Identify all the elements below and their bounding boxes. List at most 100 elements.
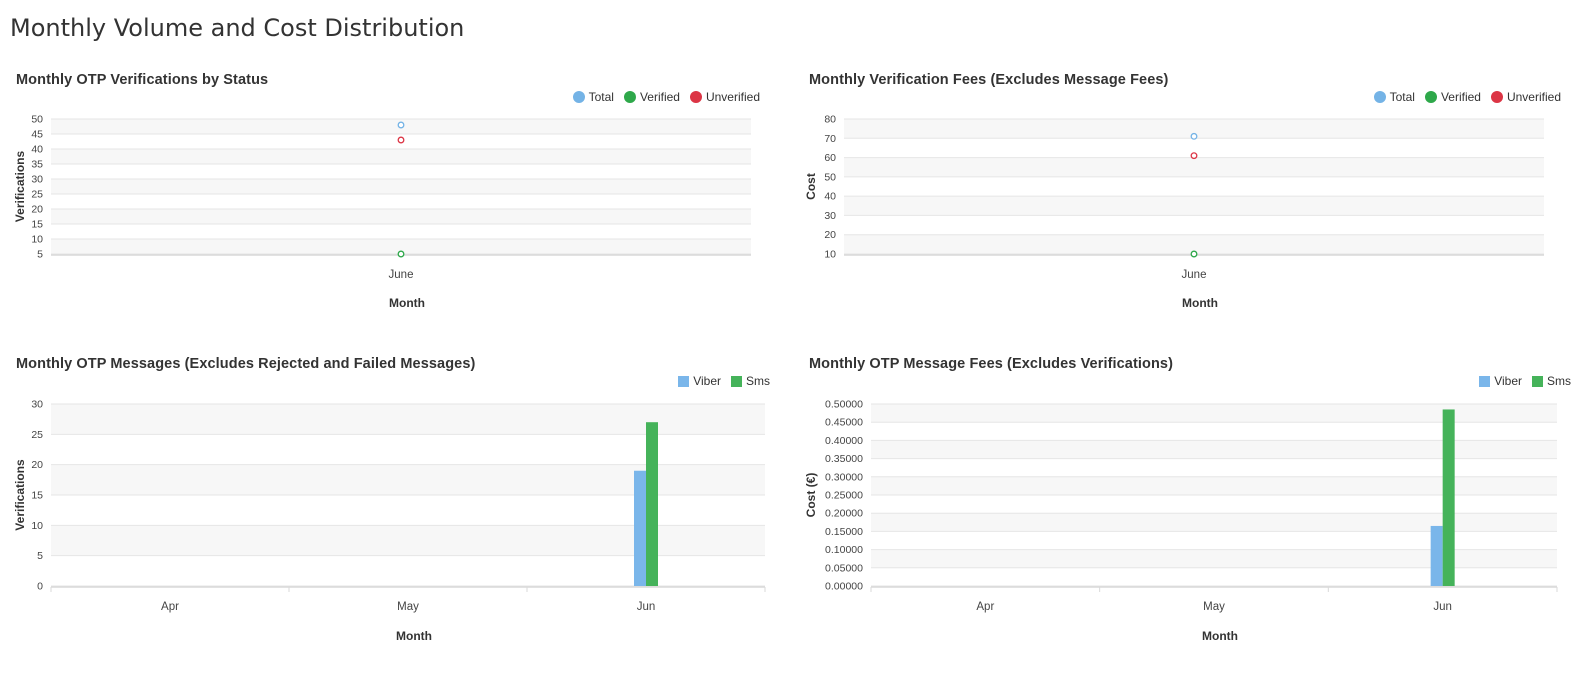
y-tick-label: 0.20000: [825, 508, 863, 520]
chart-legend: Total Verified Unverified: [572, 90, 760, 104]
grid-band: [871, 440, 1557, 459]
y-tick-label: 0.10000: [825, 544, 863, 556]
legend-label: Verified: [1440, 90, 1481, 104]
legend-swatch: [1479, 375, 1491, 387]
x-axis-title: Month: [396, 629, 432, 643]
y-tick-label: 30: [31, 174, 43, 186]
page-title: Monthly Volume and Cost Distribution: [10, 14, 465, 42]
legend-item-total[interactable]: Total: [1373, 90, 1415, 104]
y-tick-label: 15: [31, 219, 43, 231]
chart-message-fees: Monthly OTP Message Fees (Excludes Verif…: [803, 354, 1583, 674]
grid-band: [844, 119, 1544, 139]
chart-title: Monthly OTP Messages (Excludes Rejected …: [16, 356, 476, 372]
legend-swatch: [1373, 91, 1386, 103]
legend-label: Unverified: [705, 90, 760, 104]
legend-swatch: [623, 91, 636, 103]
legend-swatch: [678, 375, 690, 387]
y-tick-label: 5: [37, 249, 43, 261]
y-tick-label: 0: [37, 581, 43, 593]
y-tick-label: 60: [824, 152, 836, 164]
grid-band: [871, 404, 1557, 423]
y-tick-label: 20: [31, 204, 43, 216]
y-axis-title: Verifications: [13, 151, 27, 223]
y-tick-label: 0.45000: [825, 417, 863, 429]
y-tick-label: 0.40000: [825, 435, 863, 447]
legend-item-verified[interactable]: Verified: [1424, 90, 1481, 104]
y-tick-label: 0.35000: [825, 453, 863, 465]
legend-item-verified[interactable]: Verified: [623, 90, 680, 104]
bar-viber: [634, 470, 646, 586]
legend-item-viber[interactable]: Viber: [678, 374, 721, 388]
y-tick-label: 30: [824, 210, 836, 222]
y-tick-label: 0.50000: [825, 399, 863, 411]
data-point-unverified: [1190, 152, 1198, 160]
y-tick-label: 25: [31, 189, 43, 201]
legend-item-sms[interactable]: Sms: [731, 374, 770, 388]
x-tick-label: Jun: [1433, 601, 1452, 613]
data-point-verified: [397, 250, 405, 258]
legend-swatch: [1424, 91, 1437, 103]
legend-item-viber[interactable]: Viber: [1479, 374, 1522, 388]
grid-band: [51, 179, 751, 194]
x-tick-label: May: [1203, 601, 1225, 613]
bar-viber: [1430, 525, 1443, 586]
data-point-verified: [1190, 250, 1198, 258]
y-tick-label: 0.30000: [825, 471, 863, 483]
bar-sms: [1442, 409, 1455, 586]
chart-otp-verifications: Monthly OTP Verifications by Status Tota…: [10, 70, 790, 390]
grid-band: [51, 209, 751, 224]
legend-swatch: [731, 375, 742, 387]
chart-title: Monthly OTP Verifications by Status: [16, 72, 269, 88]
chart-legend: Viber Sms: [1479, 374, 1571, 388]
x-axis-title: Month: [389, 296, 425, 310]
y-tick-label: 40: [824, 191, 836, 203]
chart-title: Monthly OTP Message Fees (Excludes Verif…: [809, 356, 1174, 372]
legend-swatch: [1490, 91, 1503, 103]
y-tick-label: 20: [31, 459, 43, 471]
legend-swatch: [1532, 375, 1543, 387]
x-tick-label: June: [1182, 269, 1207, 281]
chart-legend: Total Verified Unverified: [1373, 90, 1561, 104]
y-tick-label: 50: [31, 114, 43, 126]
grid-band: [871, 549, 1557, 568]
y-tick-label: 10: [31, 520, 43, 532]
legend-label: Sms: [746, 374, 770, 388]
legend-label: Viber: [1494, 374, 1522, 388]
y-tick-label: 0.05000: [825, 562, 863, 574]
bar-sms: [646, 422, 658, 586]
chart-plot: 0 5 10 15 20 25 30 Apr May Jun Month Verifications: [13, 399, 766, 643]
legend-item-sms[interactable]: Sms: [1532, 374, 1571, 388]
chart-legend: Viber Sms: [678, 374, 770, 388]
y-axis-title: Cost (€): [804, 473, 818, 518]
y-axis-title: Cost: [804, 173, 818, 200]
x-tick-label: June: [389, 269, 414, 281]
x-axis-title: Month: [1182, 296, 1218, 310]
y-tick-label: 80: [824, 114, 836, 126]
grid-band: [844, 196, 1544, 216]
y-tick-label: 0.25000: [825, 490, 863, 502]
y-tick-label: 40: [31, 144, 43, 156]
legend-label: Total: [588, 90, 614, 104]
y-tick-label: 15: [31, 490, 43, 502]
grid-band: [871, 513, 1557, 532]
y-tick-label: 10: [31, 234, 43, 246]
legend-item-unverified[interactable]: Unverified: [1490, 90, 1561, 104]
y-tick-label: 70: [824, 133, 836, 145]
y-axis-title: Verifications: [13, 459, 27, 531]
legend-label: Total: [1389, 90, 1415, 104]
legend-item-total[interactable]: Total: [572, 90, 614, 104]
x-tick-label: Apr: [161, 601, 179, 613]
grid-band: [844, 234, 1544, 254]
x-tick-label: Apr: [976, 601, 994, 613]
y-tick-label: 5: [37, 550, 43, 562]
legend-item-unverified[interactable]: Unverified: [689, 90, 760, 104]
data-point-unverified: [397, 136, 405, 144]
y-tick-label: 20: [824, 229, 836, 241]
x-tick-label: May: [397, 601, 419, 613]
grid-band: [51, 239, 751, 254]
legend-label: Viber: [693, 374, 721, 388]
y-tick-label: 0.00000: [825, 581, 863, 593]
y-tick-label: 25: [31, 429, 43, 441]
y-tick-label: 0.15000: [825, 526, 863, 538]
data-point-total: [397, 121, 405, 129]
